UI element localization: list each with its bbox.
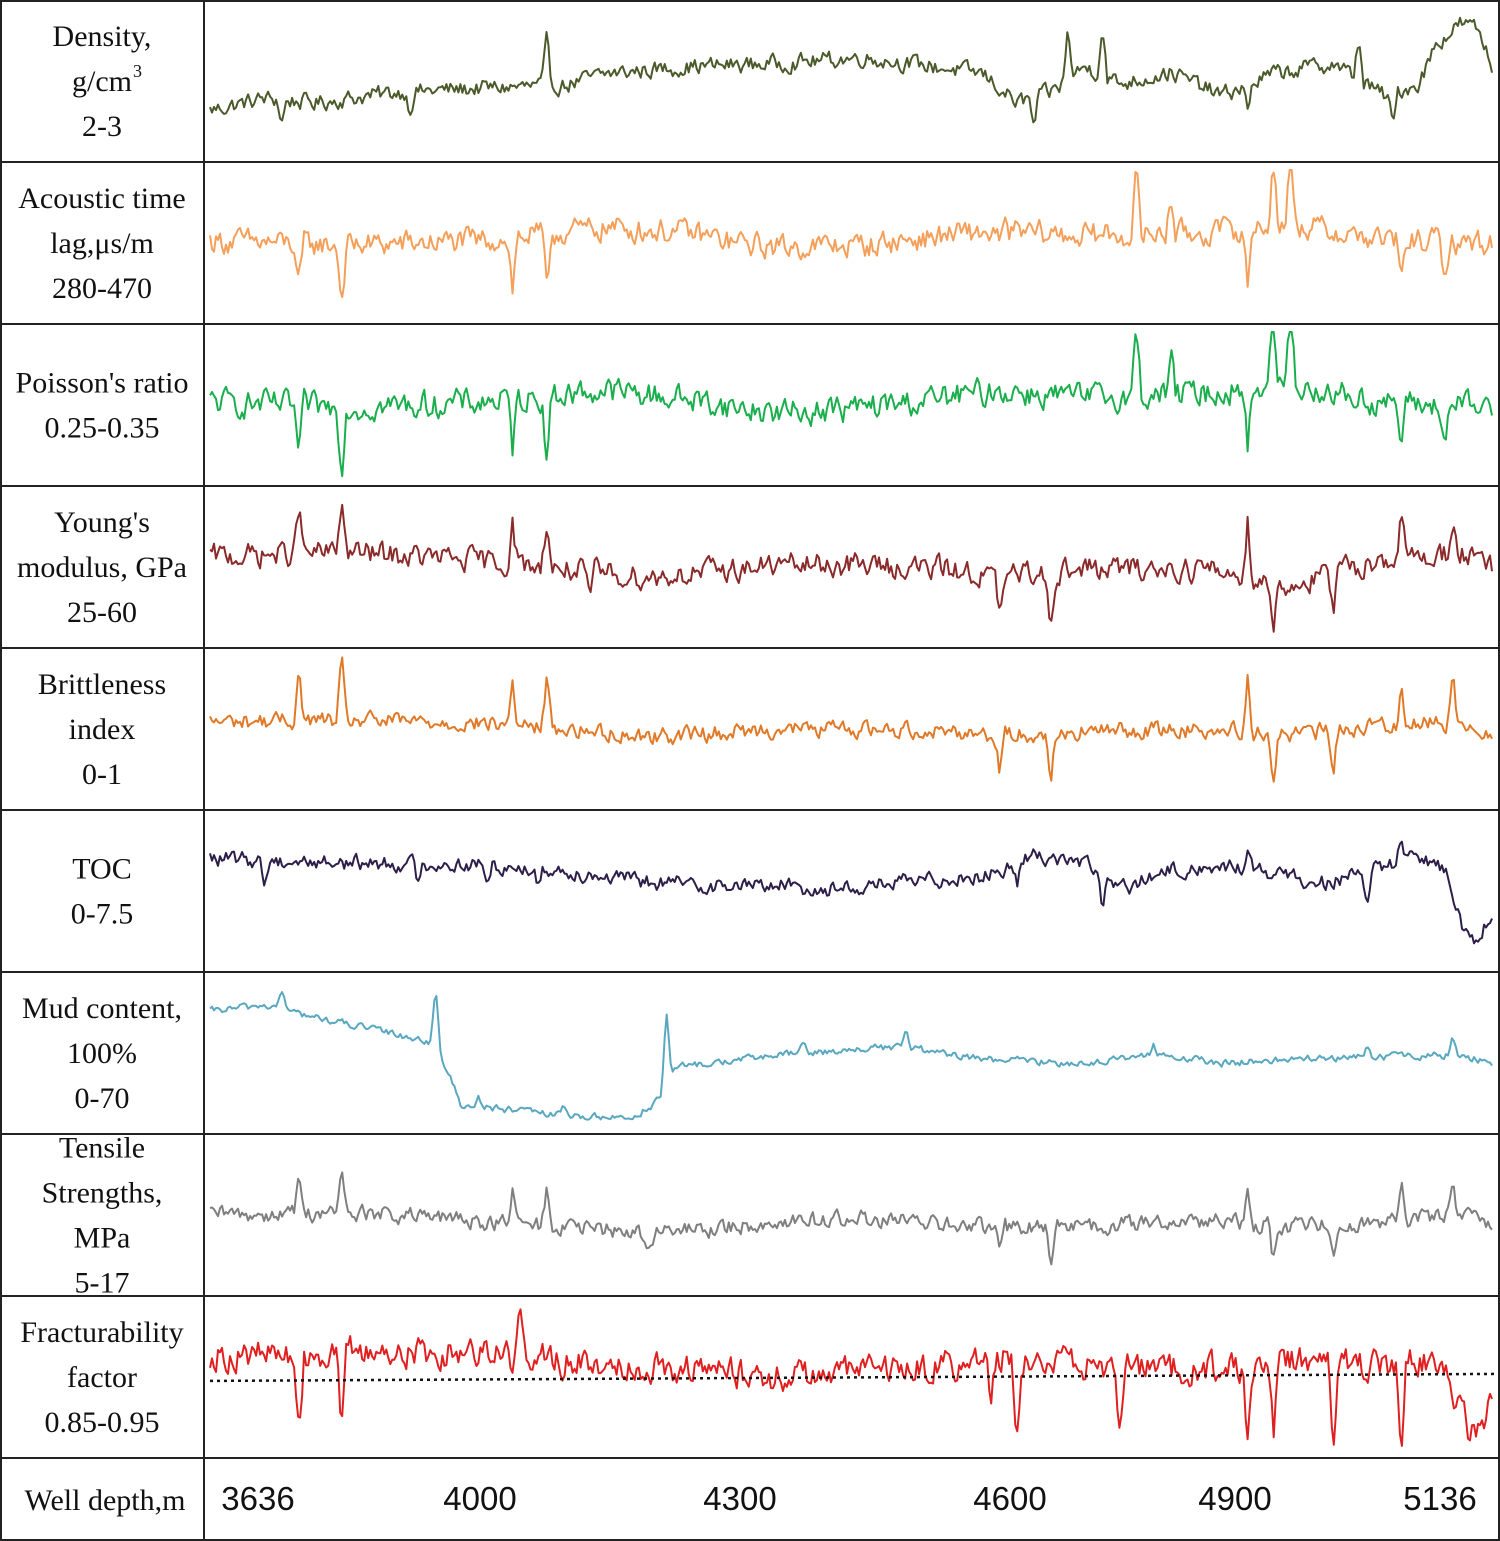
panel-tensile: Tensile Strengths, MPa 5-17 xyxy=(42,1132,1493,1300)
panel-mud: Mud content, 100% 0-70 xyxy=(22,991,1493,1121)
panel-fracturability: Fracturability factor 0.85-0.95 xyxy=(20,1308,1497,1447)
panel-density: Density, g/cm 3 2-3 xyxy=(53,16,1493,143)
series-line-young xyxy=(209,503,1493,633)
series-line-brittleness xyxy=(209,656,1493,783)
series-line-fracturability xyxy=(209,1308,1493,1447)
log-panels: Density, g/cm 3 2-3 Acoustic time lag,μs/m 280… xyxy=(16,16,1497,1447)
panel-toc: TOC 0-7.5 xyxy=(71,840,1493,945)
panel-label-line: 100% xyxy=(67,1037,137,1070)
panel-label-line: 0-7.5 xyxy=(71,898,134,931)
panel-label-line: modulus, GPa xyxy=(17,551,187,584)
panel-label-line: 5-17 xyxy=(75,1267,130,1300)
panel-label-line: Fracturability xyxy=(20,1316,183,1349)
panel-brittleness: Brittleness index 0-1 xyxy=(38,656,1493,791)
x-tick-label: 4900 xyxy=(1198,1480,1271,1517)
x-tick-label: 4300 xyxy=(703,1480,776,1517)
panel-label-line: Poisson's ratio xyxy=(16,367,189,400)
x-tick-label: 3636 xyxy=(221,1480,294,1517)
panel-label-line: Brittleness xyxy=(38,668,166,701)
panel-acoustic: Acoustic time lag,μs/m 280-470 xyxy=(18,169,1493,305)
panel-poisson: Poisson's ratio 0.25-0.35 xyxy=(16,331,1493,478)
series-line-poisson xyxy=(209,331,1493,478)
series-line-density xyxy=(209,16,1493,124)
unit-superscript: 3 xyxy=(133,61,142,81)
x-tick-label: 4600 xyxy=(973,1480,1046,1517)
panel-label-line: Young's xyxy=(54,506,150,539)
panel-label-line: Strengths, xyxy=(42,1177,163,1210)
panel-label-line: factor xyxy=(67,1361,137,1394)
panel-label-line: g/cm xyxy=(72,65,132,98)
series-line-mud xyxy=(209,991,1493,1121)
panel-label-line: 280-470 xyxy=(52,272,152,305)
panel-label-line: Acoustic time xyxy=(18,182,185,215)
x-tick-label: 5136 xyxy=(1403,1480,1476,1517)
x-tick-labels: 3636 4000 4300 4600 4900 5136 xyxy=(221,1480,1476,1517)
panel-label-line: 2-3 xyxy=(82,110,122,143)
panel-label-line: Tensile xyxy=(59,1132,145,1165)
threshold-line xyxy=(209,1372,1497,1383)
series-line-toc xyxy=(209,840,1493,945)
x-tick-label: 4000 xyxy=(443,1480,516,1517)
series-line-acoustic xyxy=(209,169,1493,299)
panel-label-line: TOC xyxy=(72,853,131,886)
panel-young: Young's modulus, GPa 25-60 xyxy=(17,503,1493,633)
panel-label-line: lag,μs/m xyxy=(50,227,154,260)
series-line-tensile xyxy=(209,1171,1493,1266)
x-axis-label: Well depth,m xyxy=(25,1484,186,1517)
panel-label-line: Density, xyxy=(53,20,152,53)
panel-label-line: 0-70 xyxy=(75,1082,130,1115)
panel-label-line: 0.85-0.95 xyxy=(45,1406,160,1439)
panel-label-line: 0.25-0.35 xyxy=(45,412,160,445)
panel-label-line: MPa xyxy=(74,1222,131,1255)
panel-label-line: Mud content, xyxy=(22,992,182,1025)
panel-label-line: index xyxy=(69,713,136,746)
panel-label-line: 0-1 xyxy=(82,758,122,791)
panel-label-line: 25-60 xyxy=(67,596,137,629)
depth-axis: Well depth,m 3636 4000 4300 4600 4900 5136 xyxy=(25,1480,1477,1517)
